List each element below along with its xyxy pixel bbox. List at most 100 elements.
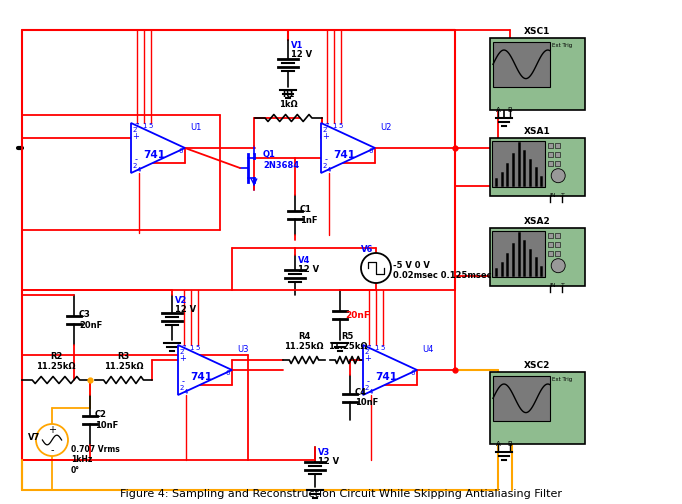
Bar: [548, 143, 553, 148]
Text: +: +: [323, 132, 329, 141]
Text: 2: 2: [365, 385, 369, 391]
Text: 7: 7: [325, 123, 329, 129]
Text: B: B: [507, 107, 512, 113]
Text: 2: 2: [365, 349, 369, 355]
Bar: [555, 161, 560, 166]
Bar: [490, 372, 585, 444]
Text: 0.707 Vrms
1kHz
0°: 0.707 Vrms 1kHz 0°: [71, 445, 120, 475]
Bar: [490, 38, 585, 110]
Circle shape: [551, 259, 565, 273]
Text: 12 V: 12 V: [291, 50, 312, 59]
Text: -: -: [50, 446, 54, 456]
Text: C3
20nF: C3 20nF: [79, 310, 102, 330]
Circle shape: [361, 253, 391, 283]
Text: 5: 5: [196, 345, 201, 351]
Text: 6: 6: [179, 148, 183, 154]
Polygon shape: [321, 123, 375, 173]
Text: 1: 1: [189, 345, 193, 351]
Text: V3: V3: [318, 448, 330, 457]
Text: 6: 6: [369, 148, 373, 154]
Text: 7: 7: [135, 123, 139, 129]
Text: 12 V: 12 V: [298, 265, 319, 274]
Text: A: A: [496, 441, 501, 447]
Text: 7: 7: [367, 345, 371, 351]
Text: R1
1kΩ: R1 1kΩ: [279, 90, 297, 109]
Text: Ext Trig: Ext Trig: [552, 43, 572, 48]
Text: 1: 1: [374, 345, 379, 351]
Text: 741: 741: [375, 372, 397, 382]
Circle shape: [36, 424, 68, 456]
Text: IN: IN: [549, 283, 556, 288]
Text: 741: 741: [143, 150, 165, 160]
Text: XSC1: XSC1: [524, 27, 550, 36]
Text: 7: 7: [181, 345, 186, 351]
Text: 12 V: 12 V: [175, 305, 196, 314]
Bar: [555, 233, 560, 238]
Text: 5: 5: [381, 345, 385, 351]
Text: Figure 4: Sampling and Reconstruction Circuit While Skipping Antialiasing Filter: Figure 4: Sampling and Reconstruction Ci…: [120, 489, 562, 499]
Text: C1
1nF: C1 1nF: [300, 205, 318, 225]
Text: V4: V4: [298, 256, 310, 265]
Text: 2: 2: [180, 385, 184, 391]
Text: 2: 2: [180, 349, 184, 355]
Text: 1: 1: [331, 123, 336, 129]
Text: XSC2: XSC2: [524, 361, 550, 370]
Text: 6: 6: [411, 370, 415, 376]
Text: 5: 5: [339, 123, 343, 129]
Text: 2: 2: [323, 127, 327, 133]
Text: -: -: [366, 377, 370, 386]
Text: +: +: [132, 132, 139, 141]
Text: +: +: [365, 354, 372, 363]
Text: V6: V6: [361, 245, 373, 255]
Text: 6: 6: [226, 370, 231, 376]
Bar: [490, 228, 585, 286]
Text: 4: 4: [327, 167, 331, 173]
Bar: [548, 152, 553, 157]
Text: R4
11.25kΩ: R4 11.25kΩ: [284, 332, 324, 351]
Text: U3: U3: [237, 345, 248, 353]
Text: 5: 5: [149, 123, 153, 129]
Circle shape: [551, 169, 565, 183]
Bar: [548, 242, 553, 247]
Polygon shape: [363, 345, 417, 395]
Bar: [493, 376, 550, 421]
Text: C4
10nF: C4 10nF: [355, 388, 379, 407]
Bar: [492, 141, 545, 187]
Text: A: A: [496, 107, 501, 113]
Bar: [555, 251, 560, 256]
Text: 1: 1: [142, 123, 146, 129]
Text: V2: V2: [175, 296, 188, 305]
Text: T: T: [561, 283, 565, 288]
Polygon shape: [178, 345, 232, 395]
Text: R3
11.25kΩ: R3 11.25kΩ: [104, 352, 143, 371]
Text: B: B: [507, 441, 512, 447]
Text: R5
11.25kΩ: R5 11.25kΩ: [328, 332, 367, 351]
Text: V7: V7: [28, 433, 40, 443]
Text: -: -: [181, 377, 185, 386]
Text: U2: U2: [380, 122, 391, 132]
Text: Ext Trig: Ext Trig: [552, 377, 572, 383]
Text: XSA1: XSA1: [524, 127, 551, 136]
Text: R2
11.25kΩ: R2 11.25kΩ: [36, 352, 76, 371]
Text: XSA2: XSA2: [524, 217, 551, 226]
Text: T: T: [561, 193, 565, 198]
Text: V1: V1: [291, 41, 303, 50]
Text: +: +: [179, 354, 186, 363]
Text: 2: 2: [133, 163, 137, 169]
Text: Q1
2N3684: Q1 2N3684: [263, 150, 299, 170]
Text: -: -: [134, 155, 138, 164]
Text: U1: U1: [190, 122, 201, 132]
Text: 2: 2: [323, 163, 327, 169]
Text: 4: 4: [137, 167, 141, 173]
Text: +: +: [48, 424, 56, 434]
Text: 741: 741: [190, 372, 212, 382]
Text: 2: 2: [133, 127, 137, 133]
Bar: [548, 233, 553, 238]
Bar: [493, 42, 550, 87]
Polygon shape: [131, 123, 185, 173]
Bar: [548, 251, 553, 256]
Text: U4: U4: [422, 345, 433, 353]
Text: C2
10nF: C2 10nF: [95, 410, 118, 430]
Text: 4: 4: [369, 389, 373, 395]
Bar: [548, 161, 553, 166]
